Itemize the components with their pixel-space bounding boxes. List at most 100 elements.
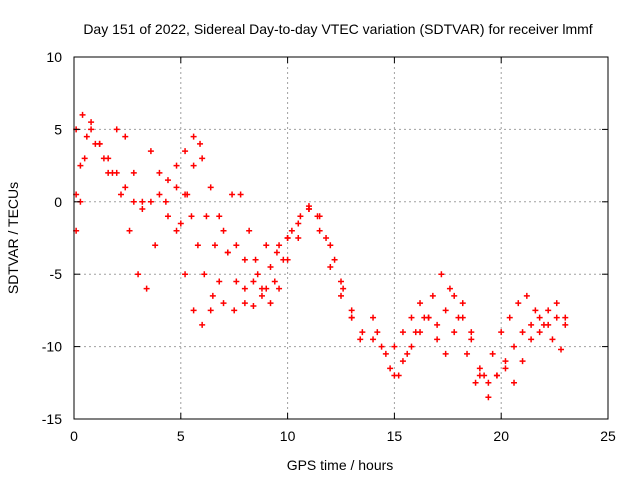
data-point bbox=[536, 329, 543, 336]
data-point bbox=[327, 263, 334, 270]
data-point bbox=[417, 329, 424, 336]
data-point bbox=[177, 220, 184, 227]
data-point bbox=[295, 235, 302, 241]
data-point bbox=[162, 198, 169, 205]
data-point bbox=[199, 321, 206, 328]
data-point bbox=[164, 177, 171, 184]
data-point bbox=[197, 140, 204, 147]
data-point bbox=[391, 343, 398, 350]
data-point bbox=[182, 271, 189, 278]
data-point bbox=[88, 126, 95, 133]
data-point bbox=[105, 169, 112, 176]
data-point bbox=[117, 191, 124, 198]
data-point bbox=[88, 119, 95, 126]
data-point bbox=[370, 314, 377, 321]
data-point bbox=[553, 314, 560, 321]
data-point bbox=[316, 227, 323, 234]
data-point bbox=[135, 271, 142, 278]
data-point bbox=[276, 242, 283, 249]
series-track-5 bbox=[370, 271, 565, 386]
data-point bbox=[442, 350, 449, 357]
data-point bbox=[476, 365, 483, 372]
data-point bbox=[190, 307, 197, 314]
data-point bbox=[532, 307, 539, 314]
data-point bbox=[370, 336, 377, 343]
data-point bbox=[391, 372, 398, 379]
data-point bbox=[485, 379, 492, 386]
data-point bbox=[502, 365, 509, 372]
data-point bbox=[194, 242, 201, 249]
data-point bbox=[220, 227, 227, 234]
data-point bbox=[348, 314, 355, 321]
data-point bbox=[254, 271, 261, 278]
data-point bbox=[562, 321, 569, 328]
data-point bbox=[113, 126, 120, 133]
data-points bbox=[73, 111, 569, 401]
series-track-6 bbox=[374, 300, 569, 401]
data-point bbox=[79, 111, 86, 118]
data-point bbox=[122, 133, 129, 140]
data-point bbox=[216, 278, 223, 285]
data-point bbox=[113, 169, 120, 176]
data-point bbox=[190, 133, 197, 140]
data-point bbox=[139, 198, 146, 205]
data-point bbox=[408, 314, 415, 321]
data-point bbox=[267, 300, 274, 307]
data-point bbox=[314, 213, 321, 220]
data-point bbox=[498, 329, 505, 336]
series-track-1 bbox=[73, 133, 377, 343]
data-point bbox=[519, 329, 526, 336]
data-point bbox=[553, 300, 560, 307]
data-point bbox=[519, 358, 526, 365]
data-point bbox=[506, 314, 513, 321]
data-point bbox=[224, 249, 231, 256]
data-point bbox=[545, 321, 552, 328]
y-tick-label: -10 bbox=[42, 339, 62, 355]
data-point bbox=[156, 169, 163, 176]
data-point bbox=[209, 292, 216, 299]
data-point bbox=[374, 329, 381, 336]
data-point bbox=[250, 303, 257, 310]
chart-title: Day 151 of 2022, Sidereal Day-to-day VTE… bbox=[83, 21, 592, 37]
data-point bbox=[284, 235, 291, 241]
data-point bbox=[348, 307, 355, 314]
data-point bbox=[472, 379, 479, 386]
series-track-2 bbox=[73, 111, 291, 310]
data-point bbox=[451, 292, 458, 299]
x-tick-label: 0 bbox=[70, 428, 78, 444]
data-point bbox=[545, 307, 552, 314]
data-point bbox=[511, 379, 518, 386]
data-point bbox=[404, 350, 411, 357]
data-point bbox=[340, 285, 347, 292]
data-point bbox=[276, 285, 283, 292]
data-point bbox=[295, 220, 302, 227]
data-point bbox=[511, 343, 518, 350]
data-point bbox=[515, 300, 522, 307]
data-point bbox=[549, 336, 556, 343]
data-point bbox=[378, 343, 385, 350]
data-point bbox=[438, 271, 445, 278]
data-point bbox=[130, 198, 137, 205]
data-point bbox=[105, 155, 112, 162]
data-point bbox=[216, 213, 223, 220]
data-point bbox=[152, 242, 159, 249]
data-point bbox=[271, 278, 278, 285]
data-point bbox=[231, 307, 238, 314]
data-point bbox=[199, 155, 206, 162]
data-point bbox=[331, 256, 338, 263]
data-point bbox=[562, 314, 569, 321]
data-point bbox=[81, 155, 88, 162]
data-point bbox=[207, 307, 214, 314]
data-point bbox=[464, 350, 471, 357]
data-point bbox=[83, 133, 90, 140]
series-track-7 bbox=[391, 292, 569, 386]
x-tick-label: 10 bbox=[280, 428, 296, 444]
x-tick-label: 5 bbox=[177, 428, 185, 444]
data-point bbox=[96, 140, 103, 147]
data-point bbox=[143, 285, 150, 292]
data-point bbox=[139, 206, 146, 213]
data-point bbox=[485, 394, 492, 401]
data-point bbox=[182, 148, 189, 155]
data-point bbox=[523, 292, 530, 299]
data-point bbox=[173, 162, 180, 169]
